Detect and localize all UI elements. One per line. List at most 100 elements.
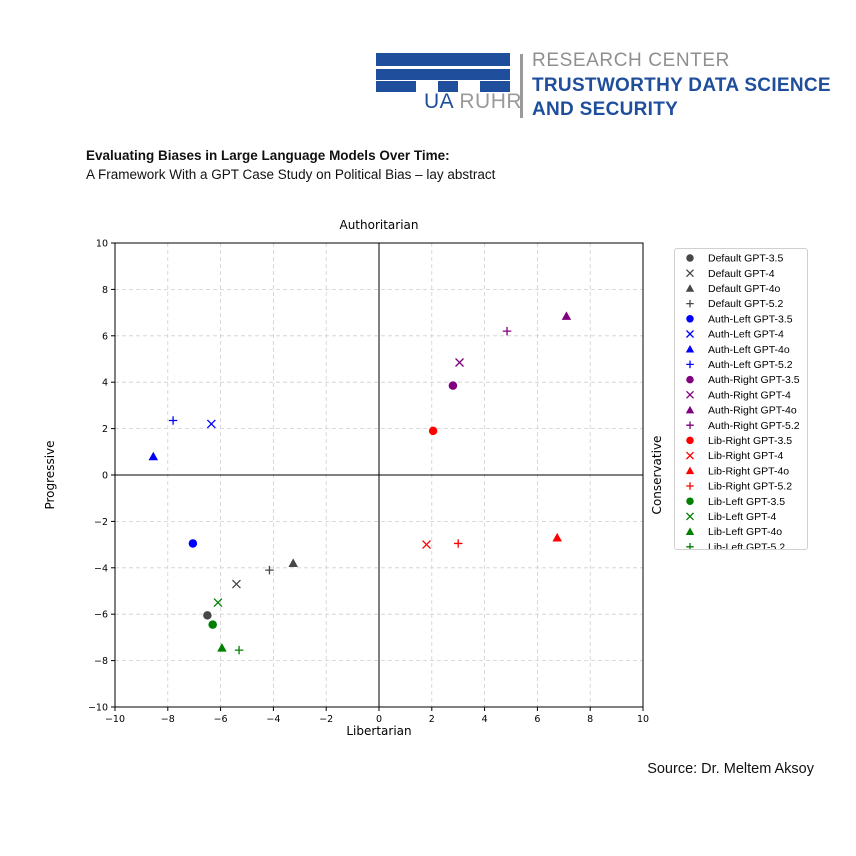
data-point-plus <box>453 539 463 548</box>
legend-label: Lib-Right GPT-4 <box>708 450 783 462</box>
legend-label: Auth-Left GPT-5.2 <box>708 359 793 371</box>
legend-marker-circle <box>686 315 694 323</box>
legend-label: Auth-Right GPT-5.2 <box>708 420 800 432</box>
legend-label: Auth-Left GPT-4o <box>708 344 790 356</box>
y-tick-label: 10 <box>96 239 108 250</box>
data-point-plus <box>265 565 274 575</box>
logo-ua-text: UA <box>424 90 454 113</box>
legend-label: Default GPT-5.2 <box>708 298 783 310</box>
logo-divider <box>520 54 523 118</box>
logo-band-middle <box>376 69 510 80</box>
x-tick-label: −4 <box>266 714 280 725</box>
data-point-x <box>231 579 241 589</box>
x-tick-label: 10 <box>637 714 649 725</box>
y-tick-label: −2 <box>94 517 108 528</box>
logo-band-lower <box>376 81 416 92</box>
axis-ticks: −10 −8 −6 −4 −2 0 2 4 6 8 10 −10 −8 −6 −4 −2 0 2 4 6 8 10 <box>88 239 649 726</box>
data-point-triangle <box>288 558 298 567</box>
data-point-plus <box>502 326 512 336</box>
data-point-plus <box>234 645 244 655</box>
y-tick-label: 2 <box>102 424 108 435</box>
legend-label: Default GPT-4 <box>708 268 775 280</box>
data-point-triangle <box>217 643 227 652</box>
legend-label: Default GPT-3.5 <box>708 253 783 265</box>
logo-line-research-center: RESEARCH CENTER <box>532 50 730 71</box>
legend-marker-circle <box>686 436 694 445</box>
y-tick-label: −6 <box>94 610 108 621</box>
legend-label: Lib-Left GPT-5.2 <box>708 541 785 549</box>
legend-label: Auth-Right GPT-4 <box>708 389 791 401</box>
x-tick-label: 4 <box>482 714 488 725</box>
legend-marker-triangle <box>685 345 695 353</box>
y-tick-label: −8 <box>94 656 108 667</box>
legend-marker-plus <box>686 360 694 369</box>
legend-marker-triangle <box>685 527 695 535</box>
data-point-circle <box>188 539 198 548</box>
axis-label-left: Progressive <box>43 440 57 509</box>
y-tick-label: −10 <box>88 703 108 714</box>
y-tick-label: 4 <box>102 378 108 389</box>
legend-label: Lib-Right GPT-5.2 <box>708 481 792 493</box>
data-point-triangle <box>561 311 572 320</box>
data-point-circle <box>203 611 212 620</box>
legend-marker-x <box>686 330 694 338</box>
legend-marker-triangle <box>685 284 695 292</box>
chart-legend: Default GPT-3.5 Default GPT-4 Default GPT-… <box>674 248 808 553</box>
legend-entries: Default GPT-3.5 Default GPT-4 Default GPT-… <box>685 253 800 553</box>
logo-line-trustworthy: TRUSTWORTHY DATA SCIENCE <box>532 75 831 96</box>
legend-marker-plus <box>686 543 694 551</box>
legend-label: Auth-Left GPT-4 <box>708 329 784 341</box>
legend-label: Lib-Left GPT-3.5 <box>708 496 785 508</box>
quadrant-axes <box>115 243 643 707</box>
logo-band-lower <box>480 81 510 92</box>
axis-label-bottom: Libertarian <box>346 724 411 738</box>
x-tick-label: 8 <box>587 714 593 725</box>
data-point-triangle <box>148 451 159 461</box>
data-points <box>148 311 572 655</box>
logo-ruhr-text: RUHR <box>459 90 523 113</box>
data-point-x <box>455 358 464 367</box>
legend-marker-triangle <box>685 405 695 414</box>
research-center-logo: UA RUHR RESEARCH CENTER TRUSTWORTHY DATA… <box>376 50 831 122</box>
data-point-x <box>206 419 216 429</box>
legend-label: Auth-Right GPT-4o <box>708 405 797 417</box>
logo-ua-ruhr: UA RUHR <box>424 90 522 114</box>
x-tick-label: 0 <box>376 714 382 725</box>
y-tick-label: −4 <box>94 563 108 574</box>
x-tick-label: −10 <box>105 714 125 725</box>
data-point-circle <box>448 381 458 390</box>
legend-label: Lib-Left GPT-4o <box>708 526 782 538</box>
axis-label-top: Authoritarian <box>339 218 418 232</box>
x-tick-label: −2 <box>319 714 333 725</box>
legend-marker-x <box>686 269 694 278</box>
logo-line-security: AND SECURITY <box>532 99 679 120</box>
legend-marker-triangle <box>685 466 695 475</box>
x-tick-label: 6 <box>534 714 540 725</box>
logo-band-top <box>376 53 510 66</box>
data-point-circle <box>428 426 438 436</box>
logo-band-lower <box>438 81 458 92</box>
legend-marker-circle <box>686 497 694 505</box>
legend-label: Auth-Left GPT-3.5 <box>708 313 793 325</box>
legend-marker-plus <box>686 482 694 490</box>
data-point-circle <box>208 620 217 629</box>
y-tick-label: 0 <box>102 471 108 482</box>
data-point-x <box>213 598 223 608</box>
legend-marker-x <box>686 390 694 399</box>
page-title: Evaluating Biases in Large Language Mode… <box>86 148 450 163</box>
x-tick-label: 2 <box>429 714 435 725</box>
legend-marker-plus <box>686 299 694 308</box>
data-point-plus <box>168 416 178 425</box>
legend-label: Auth-Right GPT-3.5 <box>708 374 800 386</box>
legend-label: Lib-Right GPT-3.5 <box>708 435 792 447</box>
legend-marker-plus <box>686 421 694 429</box>
y-tick-label: 8 <box>102 285 108 296</box>
legend-label: Default GPT-4o <box>708 283 781 295</box>
source-credit: Source: Dr. Meltem Aksoy <box>647 761 814 777</box>
axis-label-right: Conservative <box>650 436 664 515</box>
page-subtitle: A Framework With a GPT Case Study on Pol… <box>86 167 496 182</box>
data-point-x <box>422 540 431 550</box>
legend-marker-circle <box>686 254 694 262</box>
legend-marker-x <box>686 451 694 460</box>
